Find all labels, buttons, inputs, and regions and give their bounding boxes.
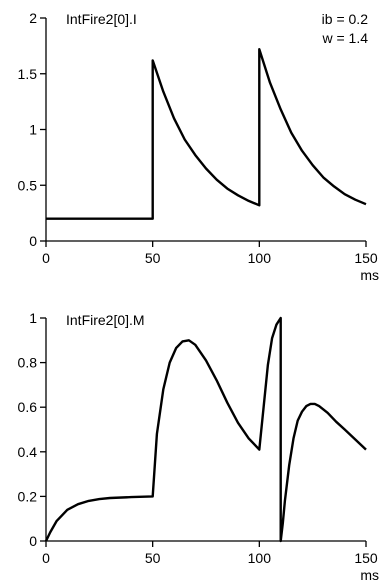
trace-current bbox=[46, 48, 367, 220]
x-axis-unit-current: ms bbox=[360, 267, 379, 283]
x-tick-label-current: 50 bbox=[145, 250, 161, 266]
y-tick-label-membrane: 0 bbox=[29, 533, 37, 549]
series-line-current bbox=[46, 48, 367, 220]
series-label-current: IntFire2[0].I bbox=[66, 11, 137, 27]
y-tick-label-current: 0.5 bbox=[18, 177, 38, 193]
x-tick-label-current: 100 bbox=[248, 250, 272, 266]
y-tick-label-current: 1 bbox=[29, 122, 37, 138]
y-tick-label-current: 2 bbox=[29, 10, 37, 26]
y-tick-label-membrane: 0.2 bbox=[18, 488, 38, 504]
ticks-membrane: 0 0.2 0.4 0.6 0.8 1 0 50 100 150 bbox=[18, 310, 378, 566]
annotation-w: w = 1.4 bbox=[321, 30, 368, 46]
x-tick-label-membrane: 100 bbox=[248, 550, 272, 566]
ticks-current: 0 0.5 1 1.5 2 0 50 100 150 bbox=[18, 10, 378, 266]
x-axis-unit-membrane: ms bbox=[360, 567, 379, 583]
trace-membrane bbox=[44, 316, 367, 543]
chart-panel-membrane: IntFire2[0].M ms 0 0.2 0.4 0.6 0.8 1 0 50 100 150 bbox=[18, 310, 379, 583]
axes-membrane bbox=[45, 318, 366, 542]
series-line-membrane bbox=[44, 316, 367, 543]
x-tick-label-membrane: 50 bbox=[145, 550, 161, 566]
series-label-membrane: IntFire2[0].M bbox=[66, 312, 145, 328]
y-tick-label-current: 0 bbox=[29, 233, 37, 249]
x-tick-label-membrane: 150 bbox=[354, 550, 378, 566]
y-tick-label-membrane: 0.8 bbox=[18, 355, 38, 371]
y-tick-label-membrane: 0.6 bbox=[18, 399, 38, 415]
y-tick-label-membrane: 0.4 bbox=[18, 444, 38, 460]
annotation-ib: ib = 0.2 bbox=[322, 11, 369, 27]
axes-current bbox=[45, 18, 366, 242]
x-tick-label-current: 0 bbox=[42, 250, 50, 266]
x-tick-label-current: 150 bbox=[354, 250, 378, 266]
y-tick-label-current: 1.5 bbox=[18, 66, 38, 82]
y-tick-label-membrane: 1 bbox=[29, 310, 37, 326]
x-tick-label-membrane: 0 bbox=[42, 550, 50, 566]
chart-panel-current: IntFire2[0].I ib = 0.2 w = 1.4 ms 0 0.5 1 1… bbox=[18, 10, 379, 283]
